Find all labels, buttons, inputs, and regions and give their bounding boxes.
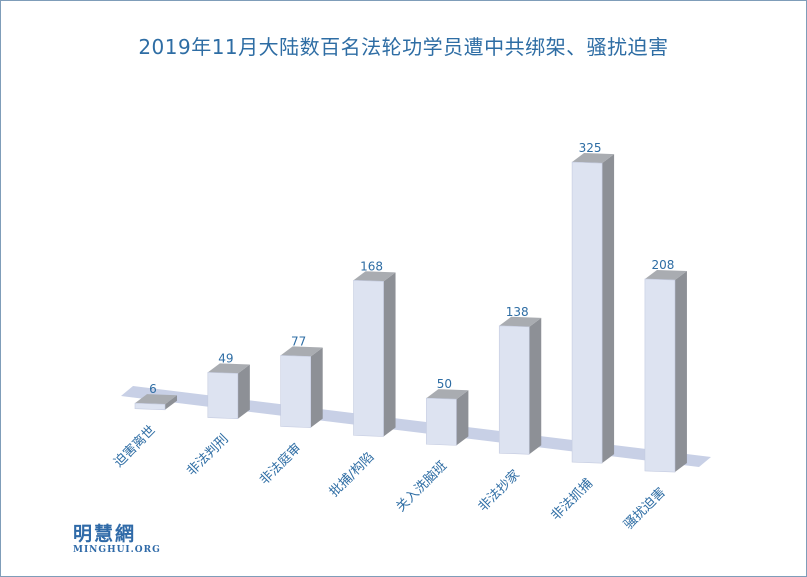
bar-4: [426, 389, 469, 446]
category-label-2: 非法庭审: [256, 440, 304, 488]
bar-front: [280, 355, 311, 428]
bar-side: [674, 271, 687, 473]
value-label-7: 208: [651, 258, 674, 272]
bar-top: [353, 271, 396, 282]
bar-side: [383, 272, 396, 437]
value-label-4: 50: [437, 377, 452, 391]
value-label-5: 138: [506, 305, 529, 319]
minghui-logo: 明慧網 MINGHUI.ORG: [73, 519, 193, 555]
bar-top: [135, 394, 177, 405]
bar-front: [134, 402, 166, 411]
bar-side: [165, 395, 177, 410]
value-label-2: 77: [291, 334, 306, 348]
chart-title: 2019年11月大陆数百名法轮功学员遭中共绑架、骚扰迫害: [138, 35, 669, 59]
bar-0: [134, 394, 177, 411]
bar-top: [644, 269, 687, 281]
value-label-1: 49: [218, 351, 233, 365]
value-label-6: 325: [579, 141, 602, 155]
bar-front: [207, 372, 239, 420]
bar-side: [310, 347, 323, 428]
bar-front: [353, 279, 384, 437]
category-label-6: 非法抓捕: [548, 476, 596, 524]
category-label-5: 非法抄家: [475, 467, 523, 515]
bar-2: [280, 346, 323, 428]
bar-front: [571, 161, 603, 464]
bar-6: [571, 153, 615, 464]
bar-top: [499, 316, 542, 327]
value-label-0: 6: [149, 382, 157, 396]
chart-floor: [121, 386, 711, 467]
category-label-4: 关入洗脑班: [394, 458, 451, 515]
value-label-3: 168: [360, 259, 383, 273]
bar-side: [237, 364, 250, 419]
bar-5: [498, 316, 542, 455]
bar-3: [353, 271, 396, 437]
category-label-7: 骚扰迫害: [621, 484, 669, 532]
bar-side: [456, 390, 469, 446]
category-label-3: 批捕/构陷: [326, 449, 377, 500]
bar-top: [207, 363, 250, 374]
bar-7: [644, 269, 687, 473]
bar-side: [529, 317, 542, 455]
bar-top: [572, 153, 615, 164]
category-label-0: 迫害离世: [111, 422, 159, 470]
bar-front: [498, 325, 530, 455]
logo-english: MINGHUI.ORG: [73, 545, 161, 555]
bar-front: [426, 397, 457, 446]
bar-front: [644, 278, 676, 473]
bar-top: [426, 389, 469, 400]
bar-side: [602, 154, 615, 464]
bar-top: [280, 346, 323, 357]
bar-1: [207, 363, 250, 420]
logo-chinese: 明慧網: [73, 523, 137, 545]
category-label-1: 非法判刑: [184, 432, 231, 479]
